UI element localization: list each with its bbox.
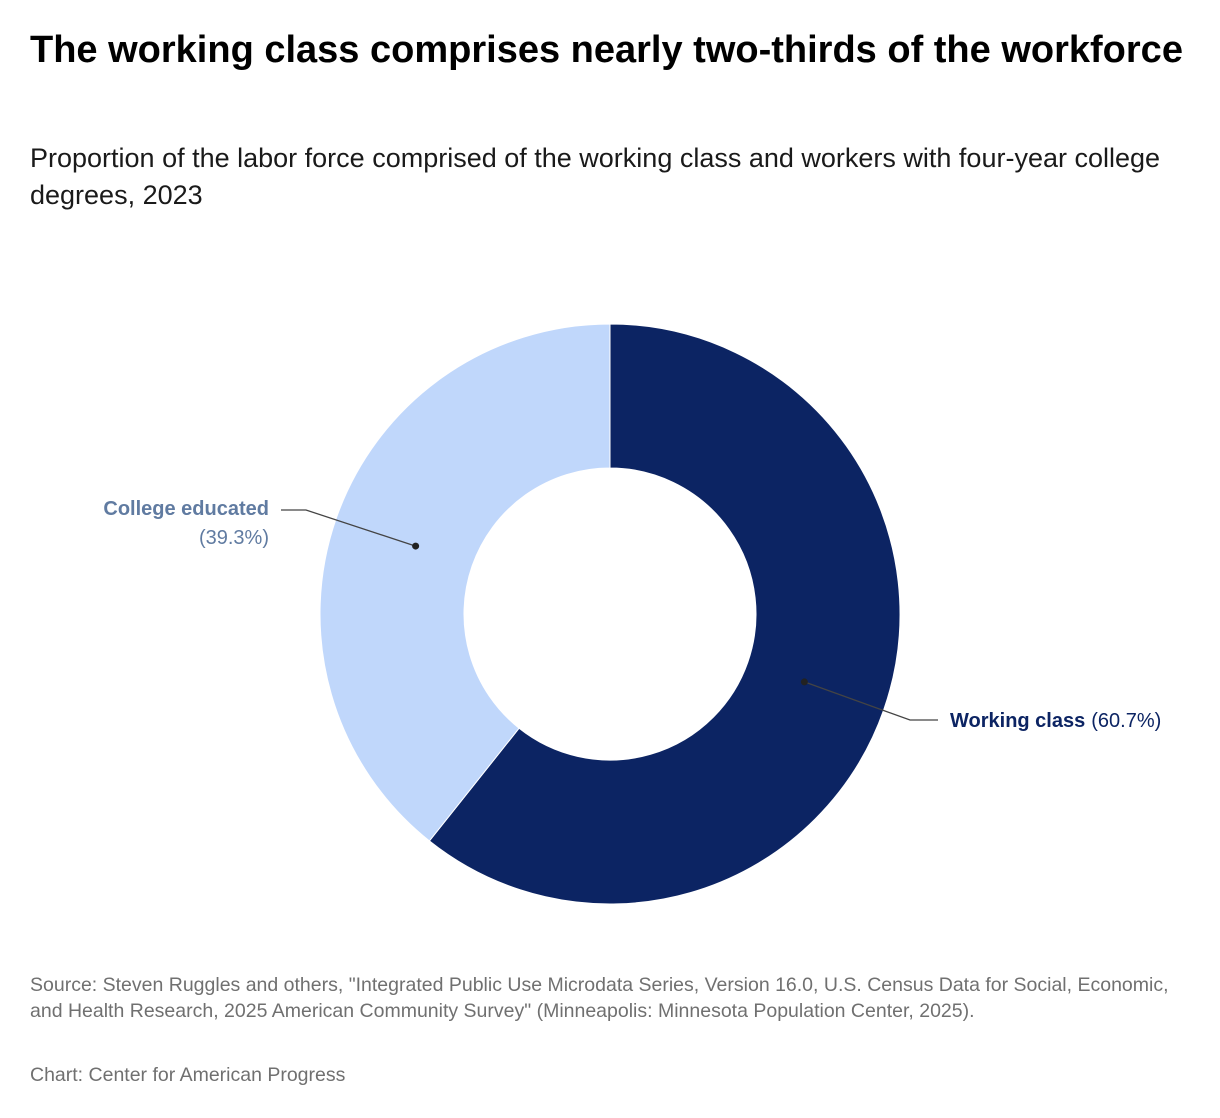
chart-credit: Chart: Center for American Progress [30,1064,346,1086]
donut-slices [319,323,901,905]
slice-name-college-educated: College educated [103,498,269,520]
leader-line-working-class [804,681,938,721]
leader-line-college-educated [281,509,416,547]
slice-working-class [428,323,901,905]
donut-chart: Working class (60.7%) College educated (39.… [103,323,1161,905]
leader-dot-working-class [800,678,808,686]
slice-college-educated [319,323,611,842]
slice-value-college-educated: (39.3%) [199,527,269,549]
leader-dot-college-educated [412,542,420,550]
chart-title: The working class comprises nearly two-t… [30,29,1183,71]
chart-subtitle: Proportion of the labor force comprised … [30,143,1161,210]
slice-label-working-class: Working class (60.7%) [950,710,1161,732]
source-note: Source: Steven Ruggles and others, "Inte… [30,974,1169,1022]
slice-value-working-class: (60.7%) [1091,710,1161,732]
donut-annotations: Working class (60.7%) College educated (39.… [103,498,1161,732]
slice-name-working-class: Working class [950,710,1085,732]
